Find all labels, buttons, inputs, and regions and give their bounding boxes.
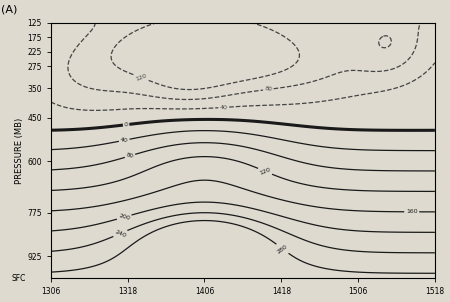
- Text: 240: 240: [114, 229, 127, 238]
- Text: 200: 200: [118, 213, 130, 221]
- Text: 40: 40: [120, 137, 129, 143]
- Y-axis label: PRESSURE (MB): PRESSURE (MB): [15, 117, 24, 184]
- Text: 120: 120: [135, 73, 148, 82]
- Text: 160: 160: [406, 209, 418, 214]
- Text: 80: 80: [264, 86, 273, 92]
- Text: 280: 280: [276, 243, 288, 254]
- Text: 120: 120: [259, 167, 271, 176]
- Text: SFC: SFC: [12, 274, 26, 283]
- Text: 40: 40: [220, 105, 228, 110]
- Text: 0: 0: [124, 122, 128, 127]
- Text: 80: 80: [126, 152, 135, 159]
- Text: (A): (A): [1, 5, 18, 15]
